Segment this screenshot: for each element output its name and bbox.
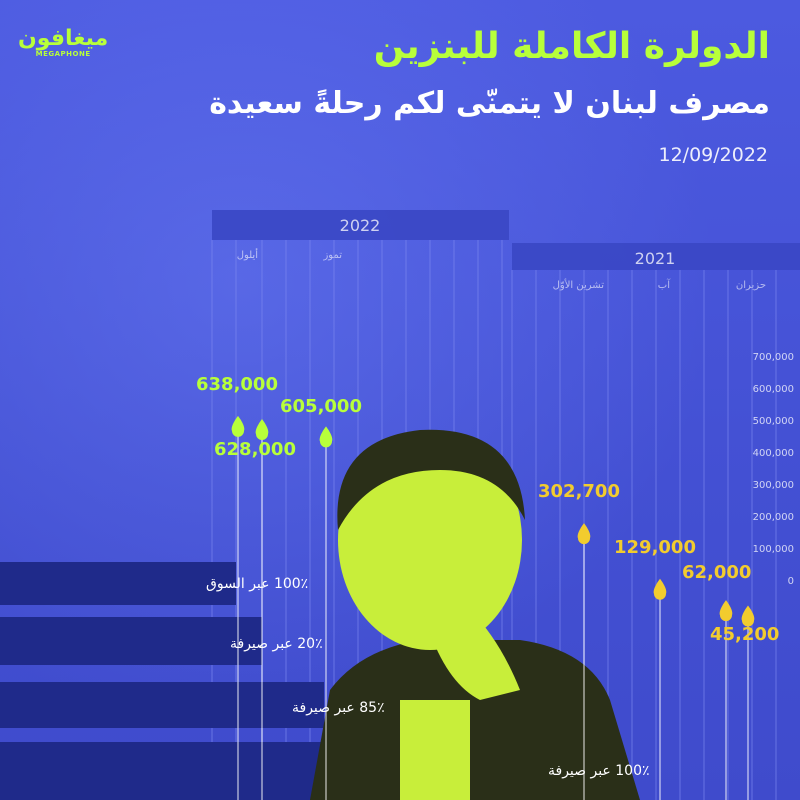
y-tick-label: 100,000 — [753, 544, 794, 555]
portrait-illustration — [310, 429, 640, 800]
date-label: 12/09/2022 — [658, 144, 768, 166]
month-label-october: تشرين الأوّل — [553, 278, 605, 291]
megaphone-logo: ميغافون MEGAPHONE — [18, 26, 109, 59]
point-value-label: 45,200 — [710, 624, 779, 645]
point-value-label: 302,700 — [538, 481, 620, 502]
y-tick-label: 600,000 — [753, 384, 794, 395]
year-label-2022: 2022 — [340, 216, 381, 235]
band-sayrafa-85 — [0, 682, 324, 728]
month-label-september: أيلول — [237, 248, 259, 261]
point-value-label: 129,000 — [614, 537, 696, 558]
month-label-july: تموز — [322, 250, 342, 261]
month-label-june: حزيران — [736, 280, 766, 291]
year-bar-2021 — [512, 243, 800, 270]
fuel-drop-marker — [231, 415, 245, 437]
y-tick-label: 400,000 — [753, 448, 794, 459]
point-value-label: 62,000 — [682, 562, 751, 583]
annotation-sayrafa-100: 100٪ عبر صيرفة — [548, 763, 650, 779]
point-value-label: 628,000 — [214, 439, 296, 460]
data-points: 638,000 628,000 605,000 302,700 129,000 62,00… — [196, 374, 779, 800]
month-label-august: آب — [658, 278, 671, 291]
band-market-100 — [0, 562, 236, 605]
fuel-drop-marker — [653, 578, 667, 600]
year-label-2021: 2021 — [635, 249, 676, 268]
annotation-sayrafa-20: 20٪ عبر صيرفة — [230, 636, 323, 652]
point-value-label: 638,000 — [196, 374, 278, 395]
fuel-drop-marker — [319, 426, 333, 448]
y-tick-label: 0 — [788, 576, 794, 587]
y-axis-ticks: 700,000 600,000 500,000 400,000 300,000 200,0… — [753, 352, 794, 587]
y-tick-label: 300,000 — [753, 480, 794, 491]
fuel-drop-marker — [719, 600, 733, 622]
point-value-label: 605,000 — [280, 396, 362, 417]
page-title: الدولرة الكاملة للبنزين — [373, 26, 770, 67]
annotation-market-100: 100٪ عبر السوق — [206, 576, 308, 592]
year-bar-2022 — [212, 210, 509, 240]
annotation-sayrafa-85: 85٪ عبر صيرفة — [292, 700, 385, 716]
band-sayrafa-20 — [0, 617, 262, 665]
fuel-drop-marker — [741, 605, 755, 627]
page-subtitle: مصرف لبنان لا يتمنّى لكم رحلةً سعيدة — [209, 86, 770, 121]
y-tick-label: 700,000 — [753, 352, 794, 363]
fuel-drop-marker — [255, 419, 269, 441]
fuel-drop-marker — [577, 523, 591, 545]
y-tick-label: 200,000 — [753, 512, 794, 523]
logo-sub: MEGAPHONE — [35, 50, 91, 58]
logo-mark: ميغافون — [18, 26, 109, 51]
y-tick-label: 500,000 — [753, 416, 794, 427]
